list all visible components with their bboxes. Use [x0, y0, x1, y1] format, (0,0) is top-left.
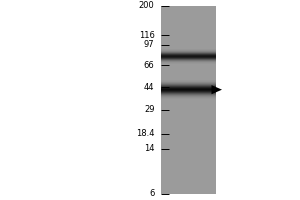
Bar: [160, 54, 216, 55]
Bar: [160, 60, 216, 61]
Bar: [160, 62, 216, 63]
Bar: [160, 94, 216, 95]
Bar: [160, 63, 216, 64]
Bar: [160, 80, 216, 81]
Bar: [160, 59, 216, 60]
Bar: [160, 56, 216, 57]
Bar: [160, 84, 216, 85]
Text: 44: 44: [144, 83, 154, 92]
Bar: [160, 90, 216, 91]
Bar: [160, 91, 216, 92]
Bar: [160, 49, 216, 50]
Text: 200: 200: [139, 1, 154, 10]
Text: 6: 6: [149, 190, 154, 198]
Bar: [160, 6, 216, 194]
Bar: [160, 52, 216, 53]
Bar: [160, 98, 216, 99]
Bar: [160, 55, 216, 56]
Bar: [160, 57, 216, 58]
Bar: [160, 97, 216, 98]
Text: 14: 14: [144, 144, 154, 153]
Bar: [160, 95, 216, 96]
Bar: [160, 82, 216, 83]
Bar: [160, 86, 216, 87]
Text: 97: 97: [144, 40, 154, 49]
Text: 29: 29: [144, 105, 154, 114]
Bar: [160, 96, 216, 97]
Bar: [160, 81, 216, 82]
Bar: [160, 50, 216, 51]
Bar: [160, 83, 216, 84]
Bar: [160, 53, 216, 54]
Polygon shape: [212, 85, 222, 94]
Text: 18.4: 18.4: [136, 129, 154, 138]
Bar: [160, 93, 216, 94]
Bar: [160, 89, 216, 90]
Bar: [160, 92, 216, 93]
Bar: [160, 87, 216, 88]
Text: 116: 116: [139, 31, 154, 40]
Bar: [160, 85, 216, 86]
Text: 66: 66: [144, 61, 154, 70]
Bar: [160, 51, 216, 52]
Bar: [160, 88, 216, 89]
Bar: [160, 61, 216, 62]
Bar: [160, 58, 216, 59]
